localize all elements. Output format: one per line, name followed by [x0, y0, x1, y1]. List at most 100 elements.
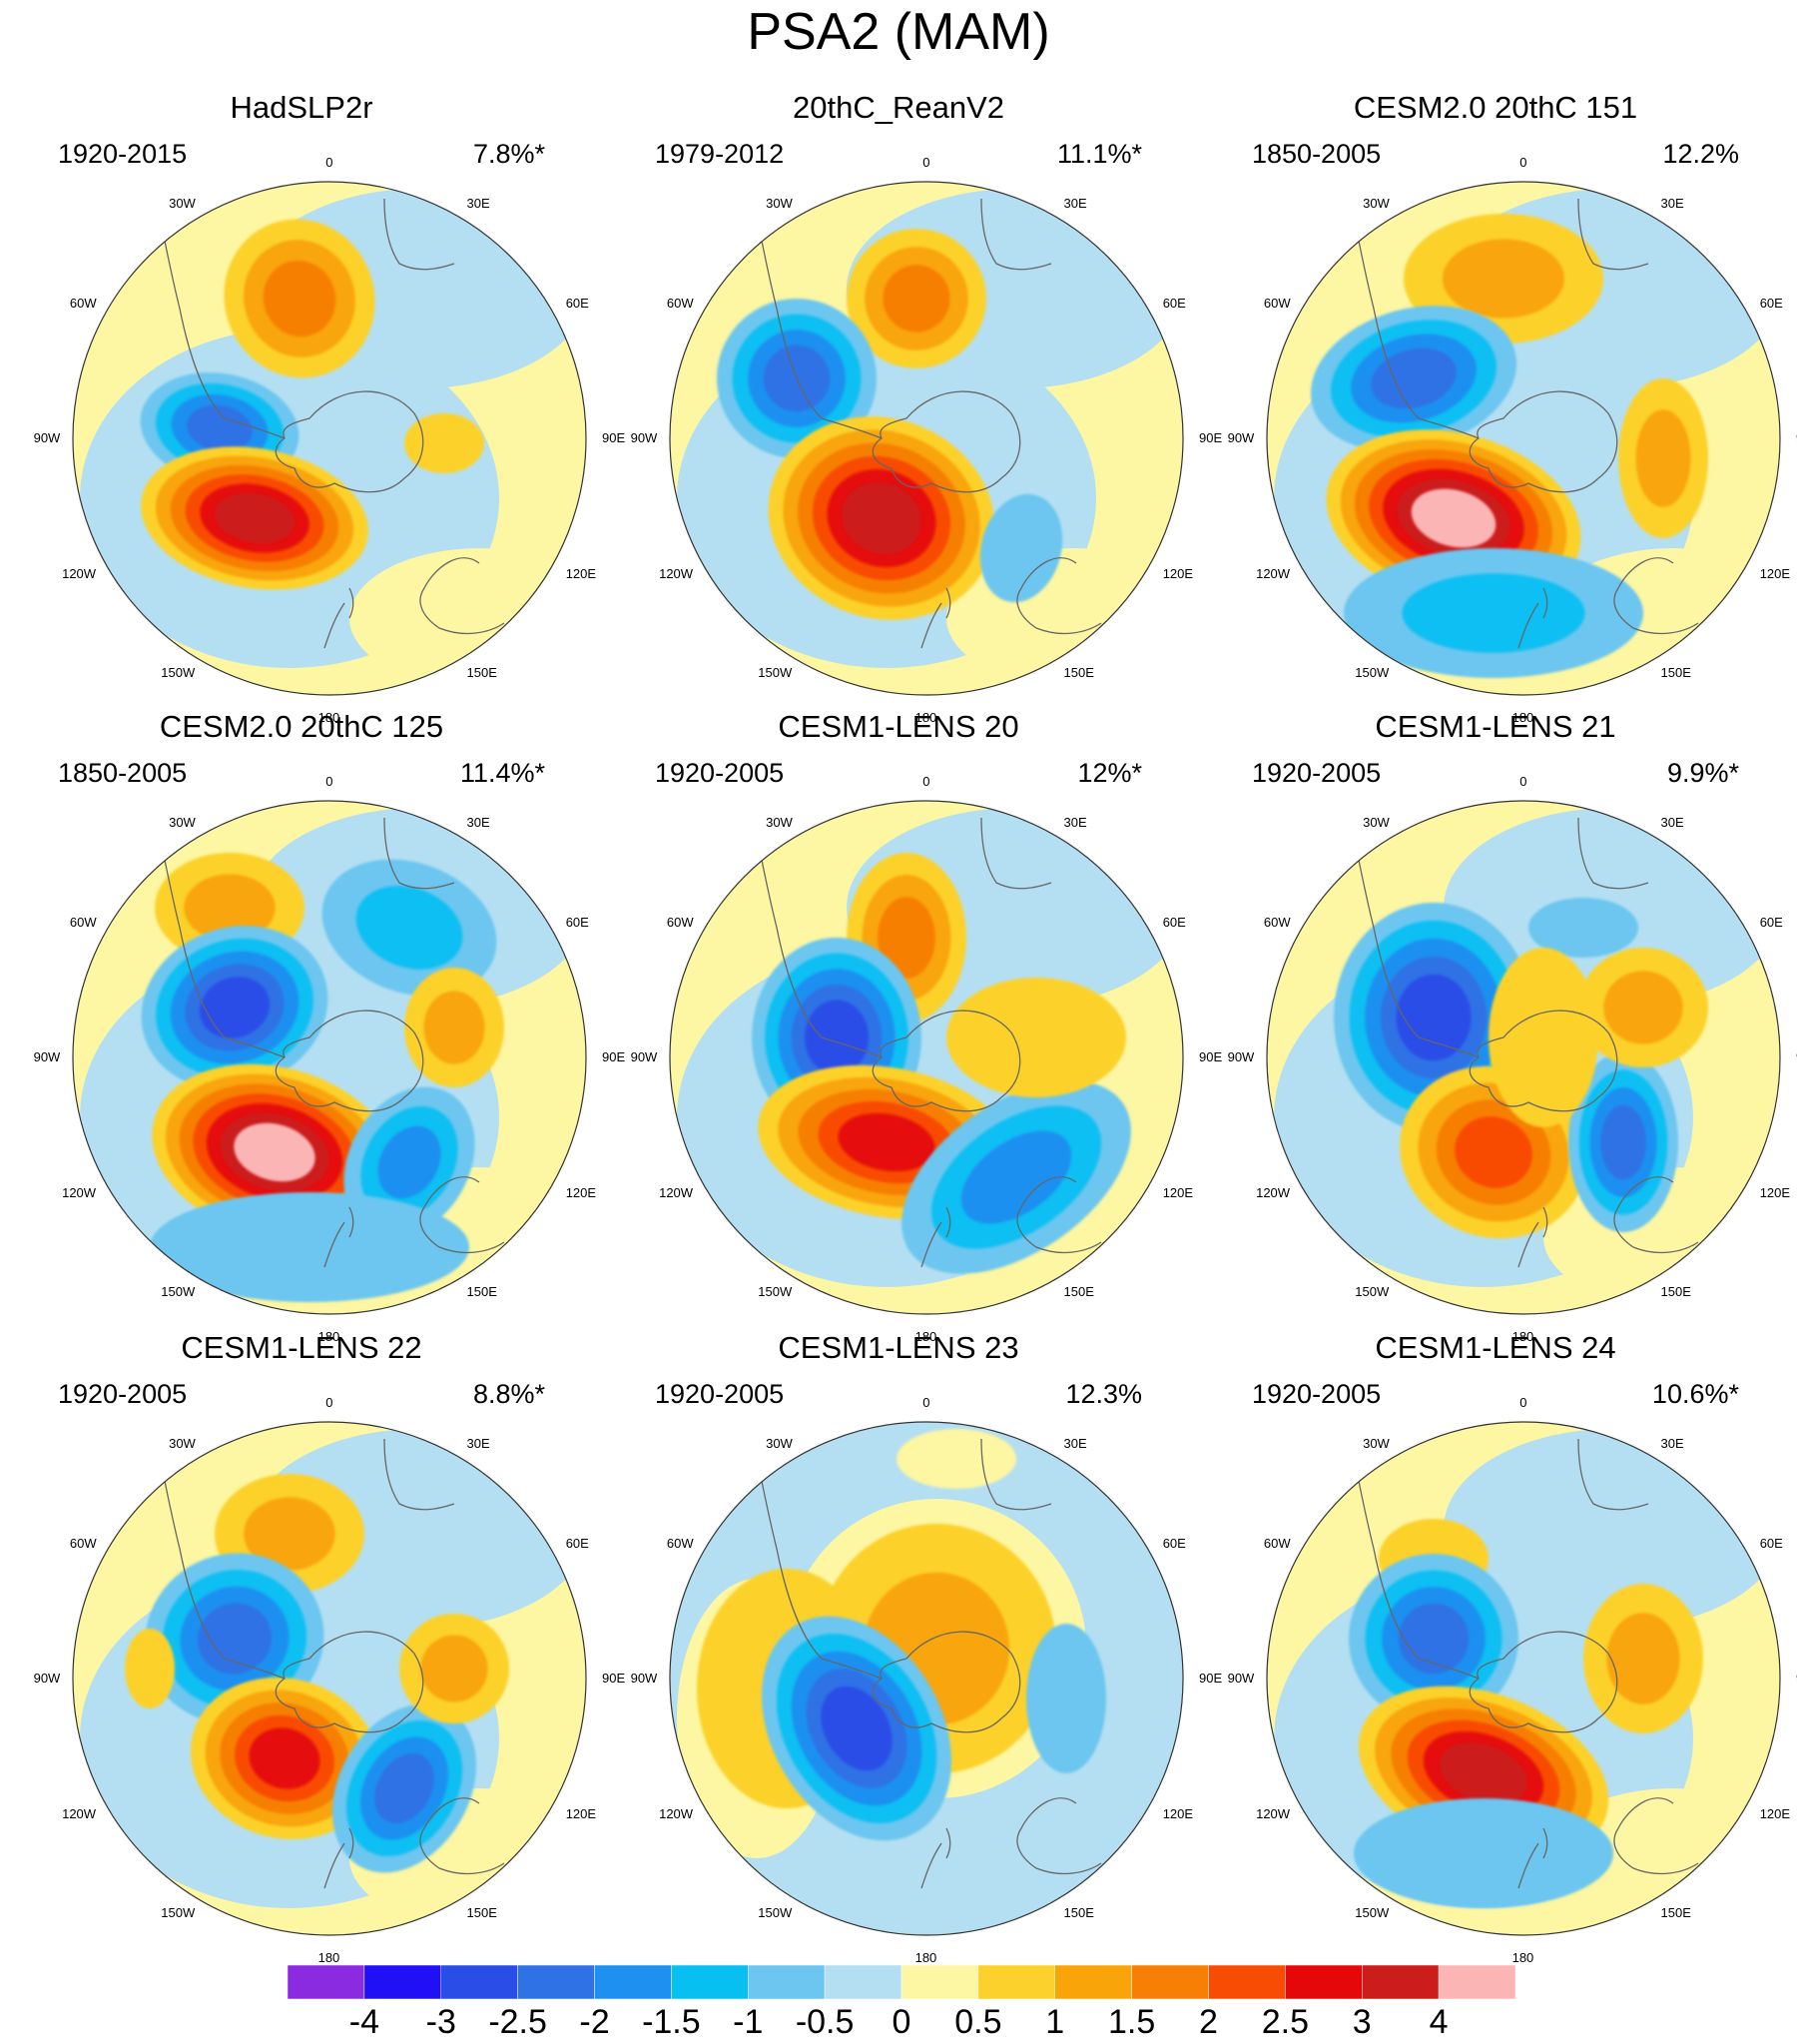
longitude-label: 60E [1760, 1537, 1783, 1551]
polar-map [1266, 800, 1781, 1315]
coastline [712, 209, 755, 259]
longitude-label: 120W [62, 1186, 96, 1200]
polar-map [1266, 1421, 1781, 1936]
colorbar-tick-label: 0.5 [954, 2002, 1001, 2042]
longitude-label: 30E [1661, 816, 1684, 830]
coastline [712, 1449, 755, 1499]
panel-variance: 10.6%* [1652, 1378, 1739, 1410]
colorbar-tick-label: 3 [1353, 2002, 1372, 2042]
coastline [115, 828, 158, 878]
longitude-label: 60W [667, 1537, 694, 1551]
figure-title: PSA2 (MAM) [0, 2, 1797, 62]
longitude-label: 90W [631, 1672, 658, 1686]
longitude-label: 120W [62, 1807, 96, 1821]
polar-map [72, 800, 587, 1315]
longitude-label: 150W [758, 666, 792, 680]
colorbar-tick-label: -2 [579, 2002, 609, 2042]
longitude-label: 90W [1228, 431, 1255, 445]
polar-map [1266, 181, 1781, 696]
longitude-label: 120E [1760, 1186, 1790, 1200]
panel-period: 1920-2015 [58, 138, 187, 170]
longitude-label: 60W [667, 297, 694, 311]
anomaly-contour [125, 1629, 175, 1708]
anomaly-contour [1606, 1613, 1679, 1704]
longitude-label: 150W [758, 1285, 792, 1299]
longitude-label: 150W [161, 1906, 195, 1920]
longitude-label: 150E [1064, 1906, 1094, 1920]
longitude-label: 60E [566, 1537, 589, 1551]
panel-title: HadSLP2r [22, 88, 581, 128]
panel-variance: 11.4%* [460, 757, 545, 789]
longitude-label: 150W [758, 1906, 792, 1920]
longitude-label: 120E [566, 1807, 596, 1821]
longitude-label: 0 [922, 156, 929, 170]
longitude-label: 150E [1661, 666, 1691, 680]
anomaly-contour [150, 1192, 469, 1302]
colorbar-tick-label: -3 [426, 2002, 456, 2042]
panel-variance: 12.2% [1662, 138, 1739, 170]
longitude-label: 150E [467, 1285, 497, 1299]
anomaly-contour [1489, 948, 1598, 1127]
longitude-label: 60W [70, 1537, 97, 1551]
panel-period: 1920-2005 [58, 1378, 187, 1410]
coastline [1309, 1449, 1352, 1499]
longitude-label: 0 [922, 775, 929, 789]
colorbar-labels: -4 -3 -2.5 -2 -1.5 -1 -0.5 0 0.5 1 1.5 2 2.5 3 4 [0, 2002, 1797, 2044]
panel-period: 1850-2005 [58, 757, 187, 789]
colorbar-box [1285, 1965, 1362, 1999]
coastline [115, 1449, 158, 1499]
longitude-label: 150E [1661, 1285, 1691, 1299]
anomaly-contour [1026, 1624, 1106, 1773]
longitude-label: 90W [1228, 1672, 1255, 1686]
panel-title: CESM1-LENS 21 [1216, 707, 1775, 747]
colorbar-box [978, 1965, 1055, 1999]
map-panel: CESM1-LENS 241920-200510.6%*030E60E90E12… [1216, 1328, 1775, 1927]
colorbar-box [901, 1965, 978, 1999]
panel-variance: 11.1%* [1057, 138, 1142, 170]
panel-title: CESM1-LENS 24 [1216, 1328, 1775, 1368]
longitude-label: 0 [325, 156, 332, 170]
map-panel: 20thC_ReanV2 1979-2012 11.1%* 0 30E 60E 90E 120… [619, 88, 1178, 687]
longitude-label: 30E [1064, 197, 1087, 211]
longitude-label: 0 [1519, 1396, 1526, 1410]
longitude-label: 60E [1760, 916, 1783, 930]
longitude-label: 0 [325, 1396, 332, 1410]
colorbar-box [364, 1965, 441, 1999]
longitude-label: 90W [1228, 1050, 1255, 1064]
longitude-label: 180 [318, 1951, 340, 1965]
anomaly-contour [1354, 1798, 1613, 1908]
map-panel: CESM2.0 20thC 125 1850-2005 11.4%* 0 30E 60E 9… [22, 707, 581, 1306]
anomaly-contour [1396, 975, 1471, 1060]
panel-period: 1920-2005 [655, 757, 784, 789]
panel-period: 1920-2005 [1252, 1378, 1381, 1410]
longitude-label: 30W [169, 816, 196, 830]
polar-map [669, 181, 1184, 696]
longitude-label: 30W [169, 197, 196, 211]
longitude-label: 30W [766, 816, 793, 830]
colorbar-tick-label: 1 [1045, 2002, 1064, 2042]
longitude-label: 120W [1256, 1807, 1290, 1821]
longitude-label: 150E [467, 666, 497, 680]
coastline [712, 828, 755, 878]
colorbar-box [288, 1965, 364, 1999]
longitude-label: 60E [1163, 916, 1186, 930]
longitude-label: 60E [1163, 297, 1186, 311]
colorbar-box [441, 1965, 518, 1999]
colorbar-tick-label: 0 [893, 2002, 911, 2042]
longitude-label: 30W [169, 1437, 196, 1451]
anomaly-contour [424, 991, 485, 1063]
panel-title: CESM1-LENS 20 [619, 707, 1178, 747]
longitude-label: 150E [1064, 666, 1094, 680]
longitude-label: 120E [1760, 1807, 1790, 1821]
colorbar-box [1362, 1965, 1439, 1999]
map-panel: CESM1-LENS 23 1920-2005 12.3% 0 30E 60E 90E 120… [619, 1328, 1178, 1927]
longitude-label: 120E [1163, 567, 1193, 581]
colorbar-tick-label: -1.5 [642, 2002, 701, 2042]
polar-map [669, 1421, 1184, 1936]
anomaly-contour [1600, 1105, 1646, 1180]
map-panel: CESM2.0 20thC 1511850-200512.2%030E60E90… [1216, 88, 1775, 687]
longitude-label: 60W [70, 297, 97, 311]
panel-period: 1850-2005 [1252, 138, 1381, 170]
longitude-label: 120E [1163, 1186, 1193, 1200]
panel-period: 1920-2005 [655, 1378, 784, 1410]
